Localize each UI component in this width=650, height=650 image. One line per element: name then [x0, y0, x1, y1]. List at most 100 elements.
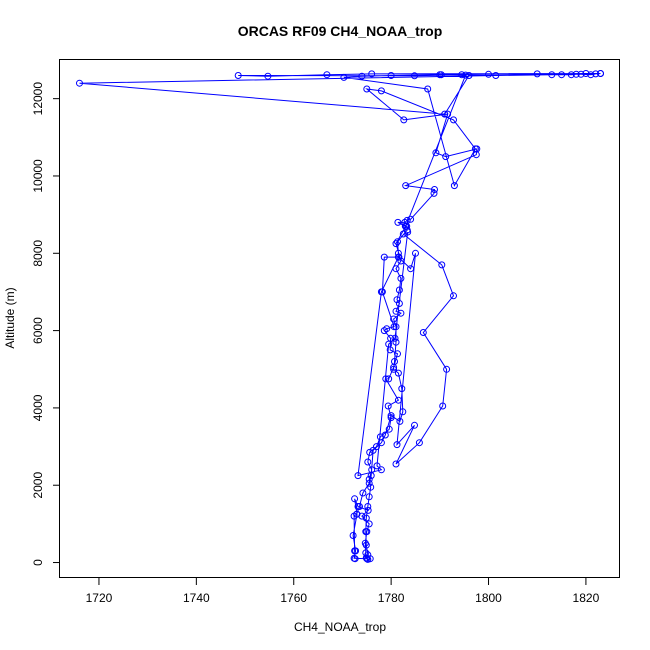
x-axis: 1720 1740 1760 1780 1800 1820: [86, 578, 600, 605]
y-tick-label: 10000: [31, 159, 45, 193]
x-axis-label: CH4_NOAA_trop: [294, 620, 386, 634]
data-point: [558, 71, 566, 79]
data-point: [390, 365, 398, 373]
y-tick-label: 2000: [31, 472, 45, 499]
data-point: [572, 70, 580, 78]
data-point: [392, 338, 400, 346]
data-point: [340, 73, 348, 81]
data-point: [234, 72, 242, 79]
data-point: [391, 334, 399, 342]
data-point: [362, 549, 370, 557]
data-point: [359, 489, 367, 497]
data-point: [438, 261, 446, 269]
data-point: [462, 71, 470, 79]
data-point: [411, 72, 418, 80]
data-point: [450, 292, 457, 300]
data-point: [367, 483, 375, 491]
data-point: [393, 296, 401, 304]
data-point: [399, 230, 407, 238]
data-point: [404, 228, 412, 236]
data-point: [485, 70, 492, 78]
data-point: [373, 462, 381, 470]
data-point: [351, 555, 359, 563]
data-point: [383, 325, 391, 333]
data-point: [424, 85, 432, 93]
data-point: [587, 71, 595, 79]
data-point: [394, 369, 402, 377]
series-line: [79, 73, 601, 560]
y-tick-label: 8000: [31, 240, 45, 267]
y-tick-label: 0: [31, 559, 45, 566]
x-tick-label: 1720: [86, 591, 113, 605]
x-tick-label: 1780: [378, 591, 405, 605]
data-point: [380, 253, 388, 261]
data-point: [592, 70, 600, 78]
data-point: [441, 110, 449, 118]
data-point: [362, 514, 370, 522]
data-point: [365, 493, 373, 501]
data-point: [392, 323, 400, 331]
data-point: [365, 520, 373, 528]
y-tick-label: 12000: [31, 82, 45, 116]
data-point: [450, 116, 457, 124]
data-point: [362, 541, 370, 549]
data-point: [367, 472, 375, 480]
data-point: [377, 87, 385, 95]
data-point: [382, 375, 390, 383]
data-point: [368, 70, 376, 78]
data-point: [471, 145, 479, 153]
y-tick-label: 4000: [31, 394, 45, 421]
data-point: [398, 385, 406, 393]
data-point: [394, 249, 402, 257]
data-point: [431, 186, 438, 193]
y-axis-label: Altitude (m): [3, 287, 17, 348]
data-point: [377, 288, 385, 296]
data-point: [323, 71, 331, 79]
data-point: [395, 286, 403, 294]
data-point: [393, 441, 401, 449]
data-point: [437, 71, 445, 79]
data-point: [439, 402, 447, 410]
data-point: [387, 412, 395, 420]
data-point: [351, 495, 359, 503]
data-point: [395, 300, 403, 307]
data-point: [412, 249, 419, 257]
data-point: [364, 458, 372, 466]
x-tick-label: 1740: [183, 591, 210, 605]
data-point: [407, 265, 415, 273]
data-point: [577, 70, 585, 78]
data-point: [385, 340, 393, 348]
data-point: [458, 71, 466, 79]
series-line-branch: [357, 231, 455, 477]
y-tick-label: 6000: [31, 317, 45, 344]
data-point: [377, 439, 385, 447]
data-point: [392, 460, 400, 468]
data-point: [430, 189, 438, 197]
data-point: [354, 472, 362, 480]
data-point: [407, 215, 415, 223]
data-point: [450, 182, 458, 190]
data-point: [397, 274, 405, 282]
data-point: [366, 448, 374, 456]
data-point: [390, 323, 398, 331]
data-point: [548, 71, 556, 79]
data-point: [394, 396, 402, 404]
data-point: [363, 85, 371, 93]
data-point: [76, 79, 83, 87]
data-point: [384, 402, 392, 410]
data-point: [369, 446, 377, 454]
data-point: [442, 153, 450, 161]
data-point: [394, 218, 402, 226]
data-point: [399, 408, 407, 416]
plot-frame: [59, 59, 620, 578]
data-point: [358, 72, 366, 80]
x-tick-label: 1800: [475, 591, 502, 605]
data-point: [396, 417, 404, 425]
x-tick-label: 1820: [573, 591, 600, 605]
data-point: [385, 425, 393, 433]
data-point: [419, 329, 427, 336]
data-point: [264, 72, 272, 80]
data-point: [443, 365, 451, 373]
data-point: [387, 414, 395, 422]
data-point: [364, 551, 372, 559]
